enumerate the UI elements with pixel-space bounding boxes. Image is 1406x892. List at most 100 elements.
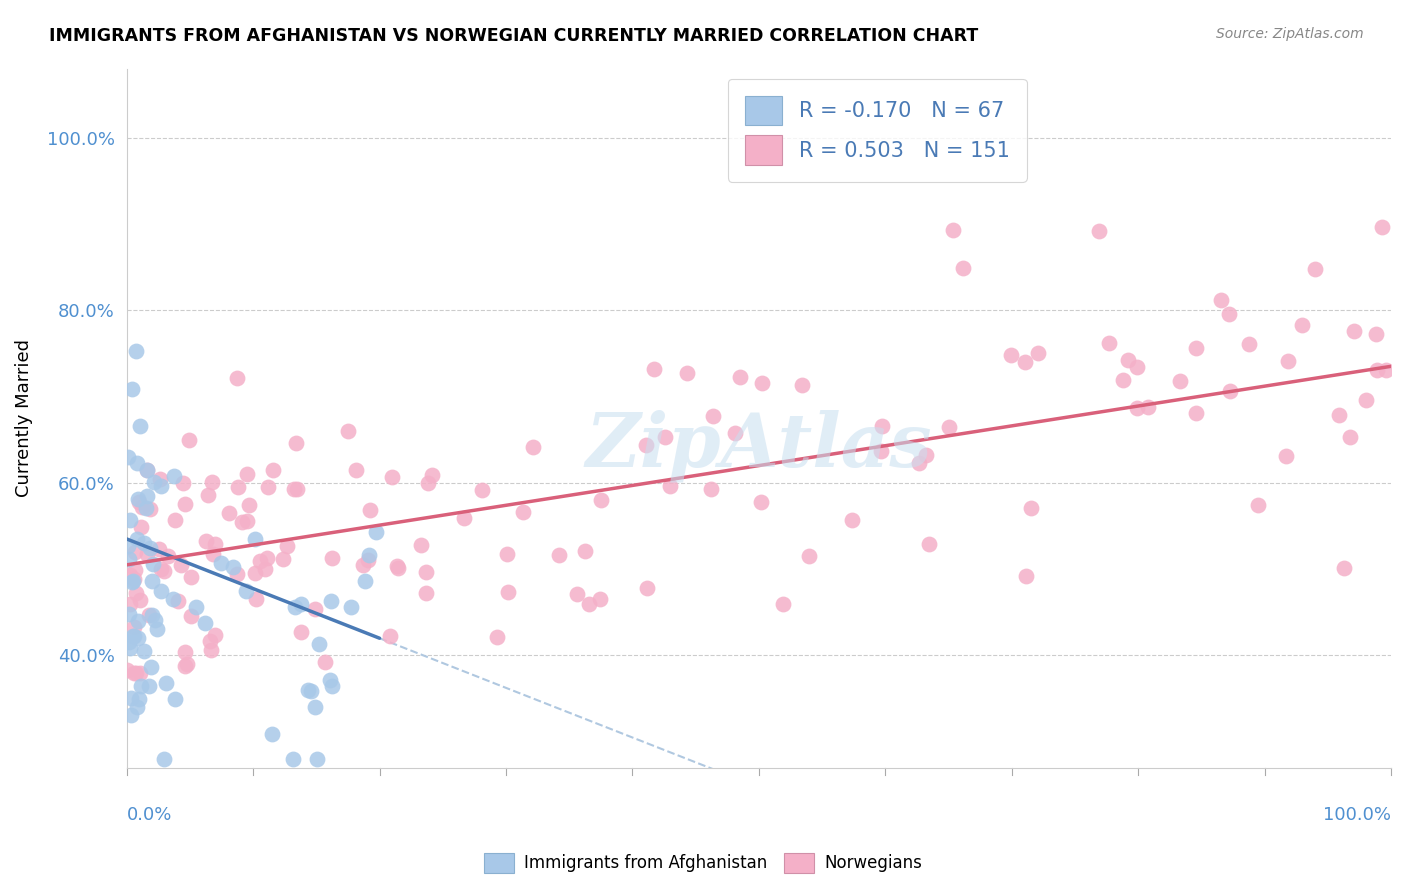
Point <box>290 625 312 640</box>
Point <box>174 646 197 660</box>
Point <box>797 549 820 563</box>
Point <box>170 558 193 572</box>
Point <box>245 532 267 546</box>
Point <box>1112 373 1135 387</box>
Point <box>659 479 682 493</box>
Point <box>305 752 328 766</box>
Text: IMMIGRANTS FROM AFGHANISTAN VS NORWEGIAN CURRENTLY MARRIED CORRELATION CHART: IMMIGRANTS FROM AFGHANISTAN VS NORWEGIAN… <box>49 27 979 45</box>
Point <box>1098 335 1121 350</box>
Point <box>1339 430 1361 444</box>
Point <box>152 564 174 578</box>
Point <box>125 699 148 714</box>
Point <box>841 513 863 527</box>
Point <box>150 479 173 493</box>
Point <box>381 470 404 484</box>
Point <box>387 558 409 573</box>
Point <box>1126 360 1149 375</box>
Point <box>231 515 253 529</box>
Point <box>1185 406 1208 420</box>
Point <box>498 585 520 599</box>
Y-axis label: Currently Married: Currently Married <box>15 339 32 497</box>
Point <box>136 463 159 477</box>
Point <box>162 592 184 607</box>
Point <box>654 430 676 444</box>
Point <box>120 708 142 723</box>
Point <box>122 665 145 680</box>
Point <box>218 506 240 520</box>
Point <box>285 482 308 496</box>
Point <box>138 679 160 693</box>
Point <box>1355 392 1378 407</box>
Point <box>299 684 322 698</box>
Point <box>415 566 437 580</box>
Point <box>129 419 152 434</box>
Point <box>141 574 163 588</box>
Point <box>172 475 194 490</box>
Point <box>1014 354 1036 368</box>
Point <box>486 630 509 644</box>
Point <box>180 570 202 584</box>
Legend: R = -0.170   N = 67, R = 0.503   N = 151: R = -0.170 N = 67, R = 0.503 N = 151 <box>728 78 1026 182</box>
Point <box>751 376 773 391</box>
Point <box>1209 293 1232 307</box>
Point <box>1218 307 1240 321</box>
Point <box>1291 318 1313 332</box>
Point <box>149 562 172 576</box>
Text: 0.0%: 0.0% <box>127 806 172 824</box>
Point <box>128 692 150 706</box>
Point <box>131 500 153 514</box>
Point <box>273 552 295 566</box>
Point <box>236 467 259 481</box>
Point <box>728 370 751 384</box>
Point <box>245 591 267 606</box>
Point <box>243 566 266 580</box>
Point <box>1343 324 1365 338</box>
Point <box>354 574 377 589</box>
Point <box>337 424 360 438</box>
Point <box>409 538 432 552</box>
Point <box>574 544 596 558</box>
Point <box>314 656 336 670</box>
Point <box>352 558 374 572</box>
Point <box>194 616 217 631</box>
Point <box>139 659 162 673</box>
Point <box>139 541 162 555</box>
Point <box>127 491 149 506</box>
Point <box>918 537 941 551</box>
Point <box>118 513 141 527</box>
Point <box>366 524 388 539</box>
Point <box>118 551 141 566</box>
Point <box>1028 345 1050 359</box>
Point <box>276 539 298 553</box>
Point <box>344 463 367 477</box>
Point <box>135 501 157 516</box>
Point <box>204 537 226 551</box>
Point <box>1219 384 1241 399</box>
Point <box>124 545 146 559</box>
Text: ZipAtlas: ZipAtlas <box>585 409 932 483</box>
Point <box>128 494 150 508</box>
Point <box>127 631 149 645</box>
Point <box>149 471 172 485</box>
Point <box>357 552 380 566</box>
Point <box>751 494 773 508</box>
Point <box>634 438 657 452</box>
Point <box>174 659 197 673</box>
Point <box>249 554 271 568</box>
Point <box>202 548 225 562</box>
Point <box>186 599 208 614</box>
Point <box>118 597 141 611</box>
Point <box>180 609 202 624</box>
Point <box>143 613 166 627</box>
Point <box>340 600 363 615</box>
Point <box>938 419 960 434</box>
Point <box>565 586 588 600</box>
Point <box>1365 362 1388 376</box>
Point <box>173 497 195 511</box>
Point <box>204 628 226 642</box>
Point <box>1277 354 1299 368</box>
Point <box>304 601 326 615</box>
Point <box>148 541 170 556</box>
Point <box>1021 501 1043 516</box>
Point <box>121 575 143 590</box>
